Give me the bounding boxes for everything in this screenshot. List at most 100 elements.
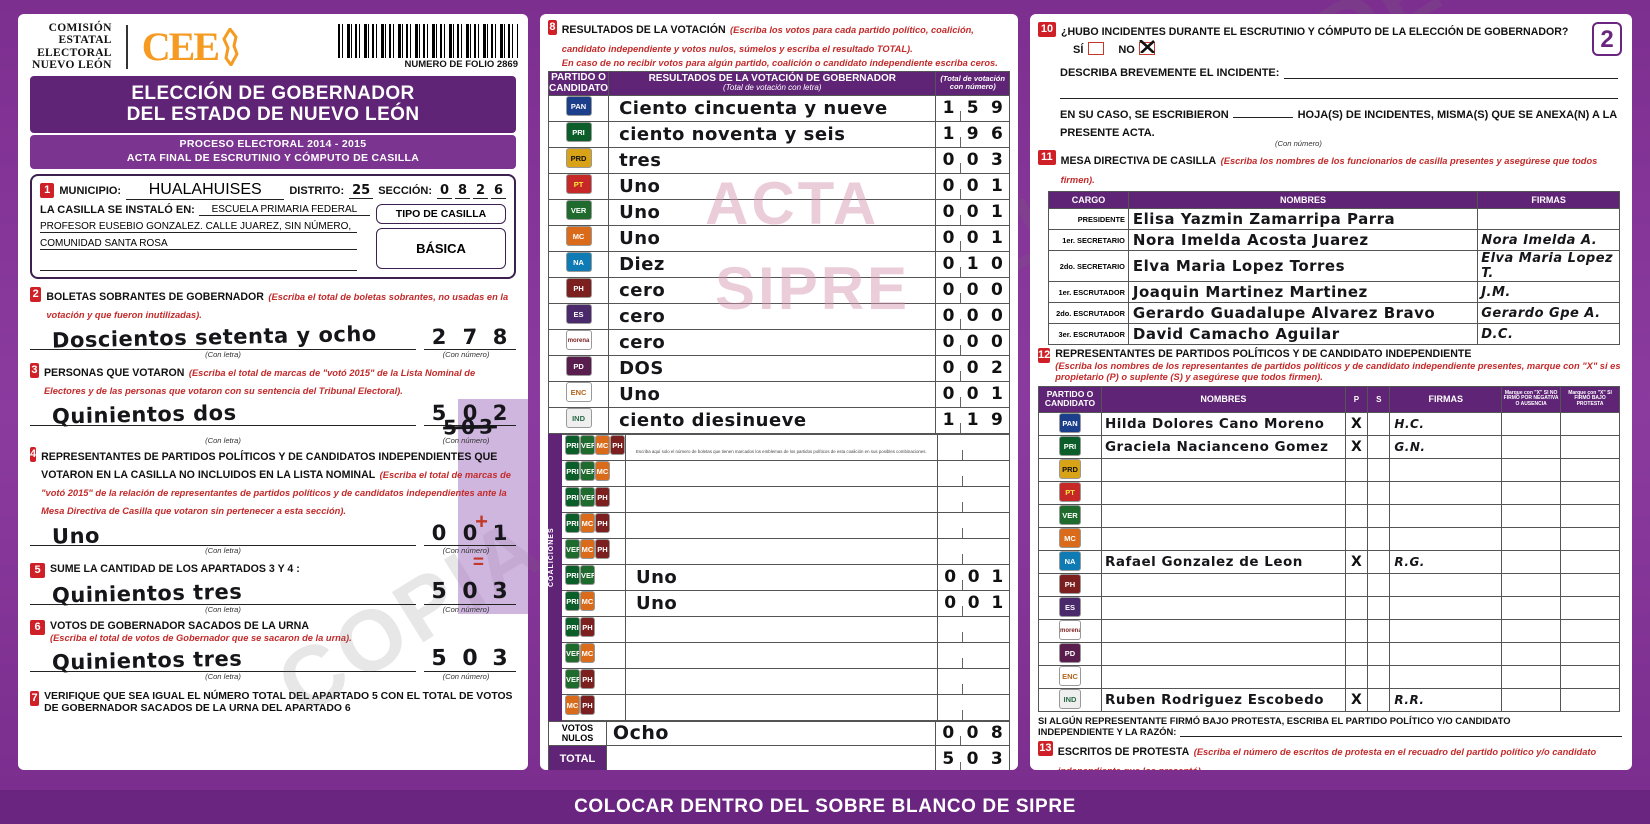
section-2-numero[interactable]: 2 7 8 bbox=[424, 325, 516, 351]
protest-input[interactable] bbox=[1180, 726, 1622, 737]
si-option[interactable]: SÍ bbox=[1073, 40, 1108, 57]
mesa-firma-cell[interactable]: J.M. bbox=[1477, 281, 1620, 304]
rep-nofirmo-cell[interactable] bbox=[1501, 457, 1562, 482]
rep-firma-cell[interactable]: R.G. bbox=[1389, 549, 1503, 574]
vote-row-letra-cell[interactable]: ciento noventa y seis bbox=[608, 120, 937, 148]
rep-nofirmo-cell[interactable] bbox=[1501, 549, 1562, 574]
rep-s-cell[interactable] bbox=[1367, 411, 1391, 436]
rep-protesta-cell[interactable] bbox=[1560, 572, 1620, 597]
rep-nombre-cell[interactable]: Graciela Nacianceno Gomez bbox=[1100, 434, 1346, 459]
no-checkbox[interactable] bbox=[1139, 40, 1156, 56]
rep-p-cell[interactable] bbox=[1344, 664, 1369, 689]
address-line-3[interactable]: COMUNIDAD SANTA ROSA bbox=[40, 238, 357, 251]
rep-protesta-cell[interactable] bbox=[1560, 457, 1620, 482]
rep-s-cell[interactable] bbox=[1367, 549, 1391, 574]
rep-nombre-cell[interactable] bbox=[1100, 526, 1346, 551]
seccion-digits[interactable]: 0 8 2 6 bbox=[436, 183, 506, 199]
section-6-numero[interactable]: 5 0 3 bbox=[424, 645, 516, 672]
rep-protesta-cell[interactable] bbox=[1560, 503, 1620, 528]
rep-p-cell[interactable] bbox=[1344, 526, 1369, 551]
vote-row-letra-cell[interactable]: Ciento cincuenta y nueve bbox=[608, 94, 937, 122]
describa-input-2[interactable] bbox=[1060, 85, 1618, 99]
vote-row-letra-cell[interactable]: Uno bbox=[608, 224, 937, 252]
vote-row-letra-cell[interactable]: tres bbox=[608, 146, 937, 174]
vote-row-letra-cell[interactable]: cero bbox=[608, 302, 937, 330]
rep-firma-cell[interactable] bbox=[1389, 664, 1503, 689]
coalition-row-letra-cell[interactable] bbox=[624, 459, 939, 487]
vote-row-letra-cell[interactable]: Uno bbox=[608, 198, 937, 226]
rep-nofirmo-cell[interactable] bbox=[1501, 595, 1562, 620]
rep-s-cell[interactable] bbox=[1367, 687, 1391, 712]
section-6-letra[interactable]: Quinientos tres bbox=[51, 646, 243, 675]
vote-row-letra-cell[interactable]: DOS bbox=[608, 354, 937, 382]
rep-p-cell[interactable] bbox=[1344, 618, 1369, 643]
rep-protesta-cell[interactable] bbox=[1560, 411, 1620, 436]
section-4-letra[interactable]: Uno bbox=[51, 524, 101, 550]
rep-protesta-cell[interactable] bbox=[1560, 641, 1620, 666]
rep-p-cell[interactable]: X bbox=[1344, 549, 1369, 574]
si-checkbox[interactable] bbox=[1087, 42, 1104, 56]
section-5-letra[interactable]: Quinientos tres bbox=[51, 580, 243, 609]
coalition-row-numero[interactable] bbox=[937, 537, 1010, 565]
rep-firma-cell[interactable]: G.N. bbox=[1389, 434, 1503, 459]
mesa-nombre-cell[interactable]: Gerardo Guadalupe Alvarez Bravo bbox=[1127, 302, 1479, 325]
distrito-value[interactable]: 25 bbox=[349, 183, 374, 199]
coalition-row-numero[interactable] bbox=[937, 511, 1010, 539]
rep-p-cell[interactable] bbox=[1344, 572, 1369, 597]
rep-protesta-cell[interactable] bbox=[1560, 618, 1620, 643]
address-line-1[interactable]: ESCUELA PRIMARIA FEDERAL bbox=[198, 204, 370, 217]
rep-p-cell[interactable]: X bbox=[1344, 411, 1369, 436]
rep-nombre-cell[interactable] bbox=[1100, 480, 1346, 505]
rep-nofirmo-cell[interactable] bbox=[1501, 687, 1562, 712]
section-3-numero[interactable]: 5 0 2 503 bbox=[424, 401, 516, 440]
coalition-row-numero[interactable] bbox=[937, 641, 1010, 669]
rep-nofirmo-cell[interactable] bbox=[1501, 664, 1562, 689]
rep-protesta-cell[interactable] bbox=[1560, 480, 1620, 505]
rep-firma-cell[interactable] bbox=[1389, 457, 1503, 482]
votos-nulos-letra-cell[interactable]: Ocho bbox=[605, 720, 937, 746]
rep-protesta-cell[interactable] bbox=[1560, 664, 1620, 689]
coalition-row-letra-cell[interactable] bbox=[624, 667, 939, 695]
rep-nombre-cell[interactable] bbox=[1100, 618, 1346, 643]
mesa-nombre-cell[interactable]: Elisa Yazmin Zamarripa Parra bbox=[1127, 208, 1479, 231]
municipio-value[interactable]: HUALAHUISES bbox=[126, 181, 285, 201]
rep-s-cell[interactable] bbox=[1367, 457, 1391, 482]
address-line-2[interactable]: PROFESOR EUSEBIO GONZALEZ. CALLE JUAREZ,… bbox=[40, 221, 357, 234]
rep-nofirmo-cell[interactable] bbox=[1501, 618, 1562, 643]
section-3-letra[interactable]: Quinientos dos bbox=[51, 401, 237, 430]
mesa-firma-cell[interactable]: Elva Maria Lopez T. bbox=[1477, 250, 1620, 283]
vote-row-letra-cell[interactable]: cero bbox=[608, 276, 937, 304]
rep-nofirmo-cell[interactable] bbox=[1501, 641, 1562, 666]
rep-p-cell[interactable]: X bbox=[1344, 687, 1369, 712]
rep-firma-cell[interactable] bbox=[1389, 595, 1503, 620]
address-line-4[interactable] bbox=[40, 260, 357, 272]
mesa-nombre-cell[interactable]: Joaquin Martinez Martinez bbox=[1127, 281, 1479, 304]
rep-protesta-cell[interactable] bbox=[1560, 595, 1620, 620]
coalition-row-letra-cell[interactable]: Uno bbox=[624, 589, 939, 617]
section-2-letra[interactable]: Doscientos setenta y ocho bbox=[51, 322, 377, 354]
votos-nulos-numero[interactable]: 0 0 8 bbox=[935, 720, 1010, 746]
mesa-nombre-cell[interactable]: Nora Imelda Acosta Juarez bbox=[1127, 229, 1479, 252]
rep-nombre-cell[interactable] bbox=[1100, 595, 1346, 620]
rep-s-cell[interactable] bbox=[1367, 480, 1391, 505]
coalition-row-numero[interactable] bbox=[937, 485, 1010, 513]
rep-s-cell[interactable] bbox=[1367, 641, 1391, 666]
describa-input[interactable] bbox=[1284, 66, 1618, 79]
coalition-row-letra-cell[interactable] bbox=[624, 511, 939, 539]
rep-s-cell[interactable] bbox=[1367, 595, 1391, 620]
coalition-row-numero[interactable] bbox=[937, 459, 1010, 487]
vote-row-letra-cell[interactable]: cero bbox=[608, 328, 937, 356]
rep-nombre-cell[interactable] bbox=[1100, 641, 1346, 666]
coalition-row-numero[interactable] bbox=[937, 433, 1010, 461]
